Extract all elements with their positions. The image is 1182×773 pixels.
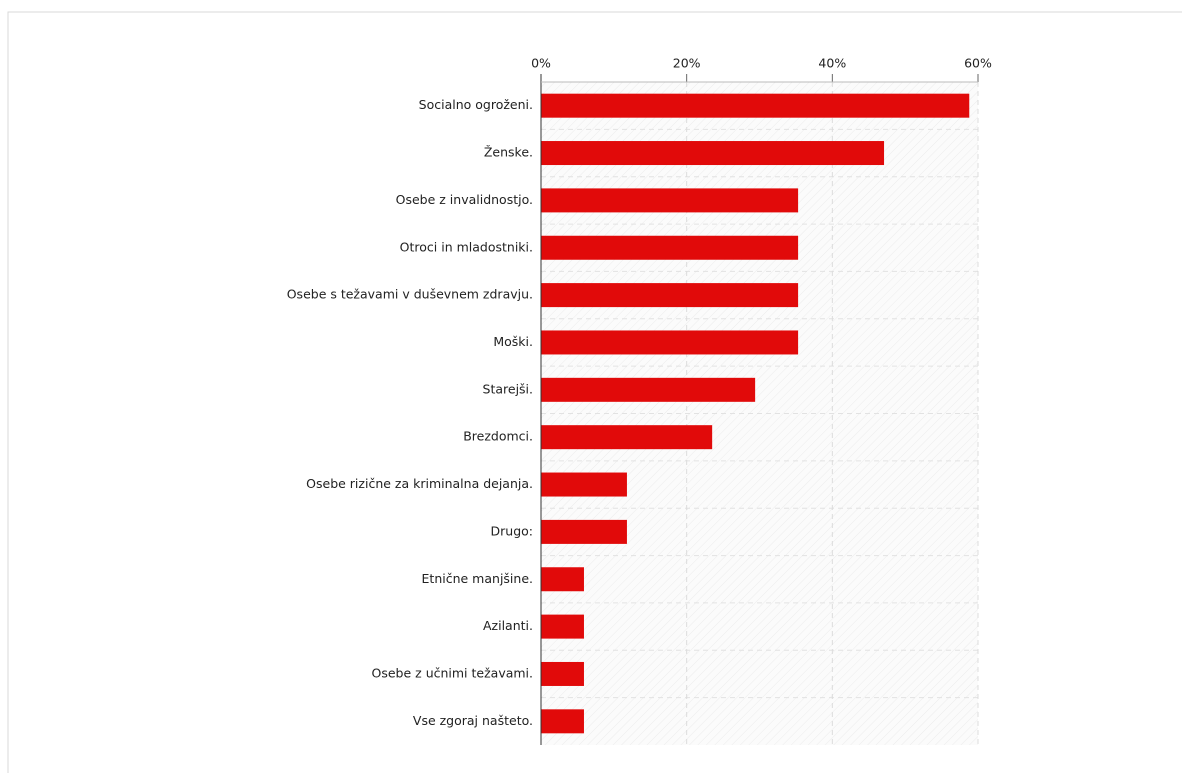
y-tick-label: Ženske. [484,145,533,160]
x-tick-label: 0% [531,56,551,71]
y-tick-label: Osebe rizične za kriminalna dejanja. [306,476,533,491]
bar [541,709,584,734]
y-tick-label: Osebe z učnimi težavami. [372,665,533,680]
bar [541,330,799,355]
bar [541,425,713,450]
y-tick-label: Drugo: [491,523,533,538]
x-tick-label: 60% [964,56,992,71]
y-tick-label: Osebe s težavami v duševnem zdravju. [287,287,533,302]
bar [541,188,799,213]
bar [541,661,584,686]
y-tick-label: Etnične manjšine. [422,571,533,586]
y-tick-label: Moški. [493,334,533,349]
bar [541,567,584,592]
bar [541,283,799,308]
bar [541,235,799,260]
bar [541,377,756,402]
y-tick-label: Osebe z invalidnostjo. [396,192,533,207]
bar [541,141,885,166]
bar [541,472,627,497]
y-tick-label: Starejši. [483,381,533,396]
y-tick-label: Brezdomci. [463,429,533,444]
y-tick-label: Vse zgoraj našteto. [413,713,533,728]
bar [541,519,627,544]
y-tick-label: Socialno ogroženi. [419,97,533,112]
frame [7,11,1182,773]
bar [541,614,584,639]
x-tick-label: 20% [673,56,701,71]
y-tick-label: Azilanti. [483,618,533,633]
y-tick-label: Otroci in mladostniki. [400,239,533,254]
x-tick-label: 40% [818,56,846,71]
bar [541,93,970,118]
